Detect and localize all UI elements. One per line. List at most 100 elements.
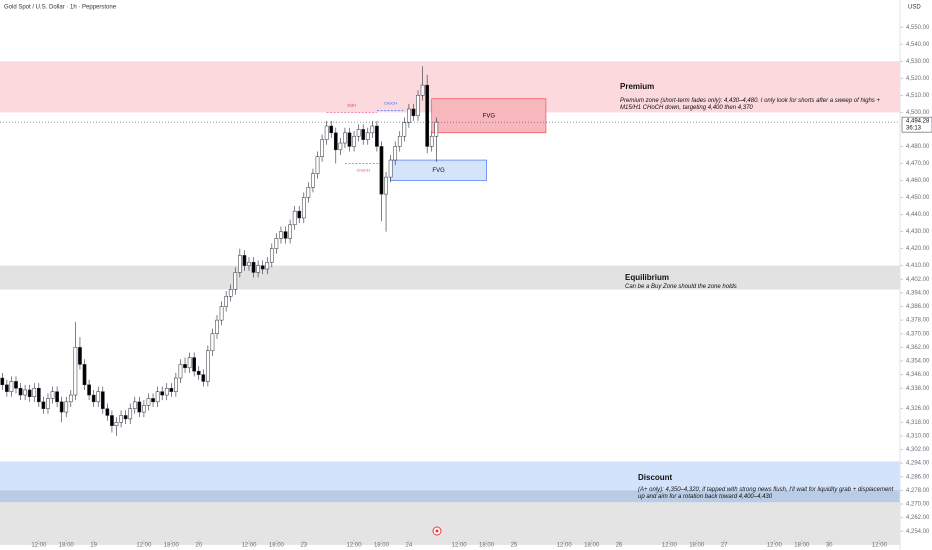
candle-body <box>402 122 407 137</box>
candle-body <box>32 387 37 397</box>
level-label: EQH <box>347 102 356 107</box>
x-tick-label: 18:00 <box>689 543 705 549</box>
y-tick-label: 4,540.00 <box>906 42 930 48</box>
candle-body <box>228 289 233 297</box>
y-tick-label: 4,354.00 <box>906 359 930 365</box>
candle-body <box>128 408 133 420</box>
candle-body <box>192 357 197 372</box>
x-tick-label: 12:00 <box>767 543 783 549</box>
x-tick-label: 18:00 <box>59 543 75 549</box>
candle-body <box>68 394 73 403</box>
candle-body <box>160 391 165 396</box>
candle-body <box>320 139 324 157</box>
candle-body <box>100 391 105 409</box>
candle-body <box>0 377 5 386</box>
candle-body <box>306 187 311 198</box>
y-tick-label: 4,318.00 <box>906 420 930 426</box>
candle-body <box>269 248 274 263</box>
y-tick-label: 4,386.00 <box>906 304 930 310</box>
fvg-label: FVG <box>483 113 496 119</box>
candle-body <box>347 132 352 147</box>
candle-body <box>397 135 402 147</box>
y-tick-label: 4,270.00 <box>906 502 930 508</box>
x-tick-label: 12:00 <box>452 543 468 549</box>
candle-body <box>352 135 356 147</box>
y-tick-label: 4,410.00 <box>906 263 930 269</box>
candle-body <box>110 415 114 426</box>
x-tick-label: 27 <box>721 543 728 549</box>
candle-body <box>14 381 18 389</box>
candle-body <box>105 408 110 416</box>
candle-body <box>365 132 370 140</box>
zone-label: Premium <box>620 82 655 91</box>
candle-body <box>50 391 55 399</box>
candle-body <box>114 422 119 426</box>
x-tick-label: 18:00 <box>164 543 180 549</box>
level-label: ChoCH <box>384 101 397 106</box>
y-tick-label: 4,480.00 <box>906 144 930 150</box>
candle-body <box>292 210 297 226</box>
candle-body <box>233 272 238 290</box>
candle-body <box>411 108 416 117</box>
candle-body <box>265 261 270 270</box>
x-tick-label: 12:00 <box>31 543 47 549</box>
candle-body <box>251 261 256 273</box>
candle-body <box>55 391 59 403</box>
x-tick-label: 18:00 <box>269 543 285 549</box>
last-price-label: 4,494.28 <box>906 119 930 125</box>
y-tick-label: 4,278.00 <box>906 488 930 494</box>
candle-body <box>174 377 178 392</box>
x-tick-label: 12:00 <box>347 543 363 549</box>
y-tick-label: 4,500.00 <box>906 110 930 116</box>
x-tick-label: 18:00 <box>584 543 600 549</box>
candle-body <box>324 125 329 140</box>
currency: USD <box>908 5 921 11</box>
x-tick-label: 25 <box>511 543 518 549</box>
y-tick-label: 4,394.00 <box>906 290 930 296</box>
candle-body <box>178 364 183 379</box>
y-tick-label: 4,402.00 <box>906 277 930 283</box>
candle-body <box>247 261 251 266</box>
candle-body <box>187 357 192 369</box>
candle-body <box>356 129 361 137</box>
candle-body <box>274 238 279 249</box>
candle-body <box>119 415 123 423</box>
level-label: ChoCH <box>357 168 370 173</box>
candle-body <box>370 125 375 134</box>
candle-body <box>219 306 224 321</box>
candle-body <box>23 389 27 396</box>
x-tick-label: 18:00 <box>479 543 495 549</box>
candle-body <box>27 389 32 397</box>
candle-body <box>311 173 315 188</box>
chart-title: Gold Spot / U.S. Dollar · 1h · Peppersto… <box>4 5 117 11</box>
zone-label: Discount <box>638 473 673 482</box>
candle-body <box>329 125 334 134</box>
candle-body <box>256 265 260 273</box>
candle-body <box>41 401 46 409</box>
x-tick-label: 18:00 <box>794 543 810 549</box>
y-tick-label: 4,550.00 <box>906 25 930 31</box>
candle-body <box>224 296 228 307</box>
candle-body <box>183 364 187 369</box>
candle-body <box>151 398 155 403</box>
candle-body <box>237 255 242 273</box>
candle-body <box>91 394 96 403</box>
candle-body <box>375 125 379 147</box>
candle-body <box>297 210 302 219</box>
y-tick-label: 4,326.00 <box>906 406 930 412</box>
y-tick-label: 4,520.00 <box>906 76 930 82</box>
countdown: 36:13 <box>906 126 922 132</box>
candle-body <box>82 364 87 386</box>
candle-body <box>123 415 128 420</box>
y-tick-label: 4,254.00 <box>906 529 930 535</box>
candle-body <box>288 224 292 239</box>
candle-body <box>196 370 201 375</box>
x-tick-label: 18:00 <box>374 543 390 549</box>
y-tick-label: 4,440.00 <box>906 212 930 218</box>
x-tick-label: 19 <box>90 543 97 549</box>
y-tick-label: 4,262.00 <box>906 515 930 521</box>
candle-body <box>393 146 398 161</box>
zone-label: Equilibrium <box>625 273 669 282</box>
